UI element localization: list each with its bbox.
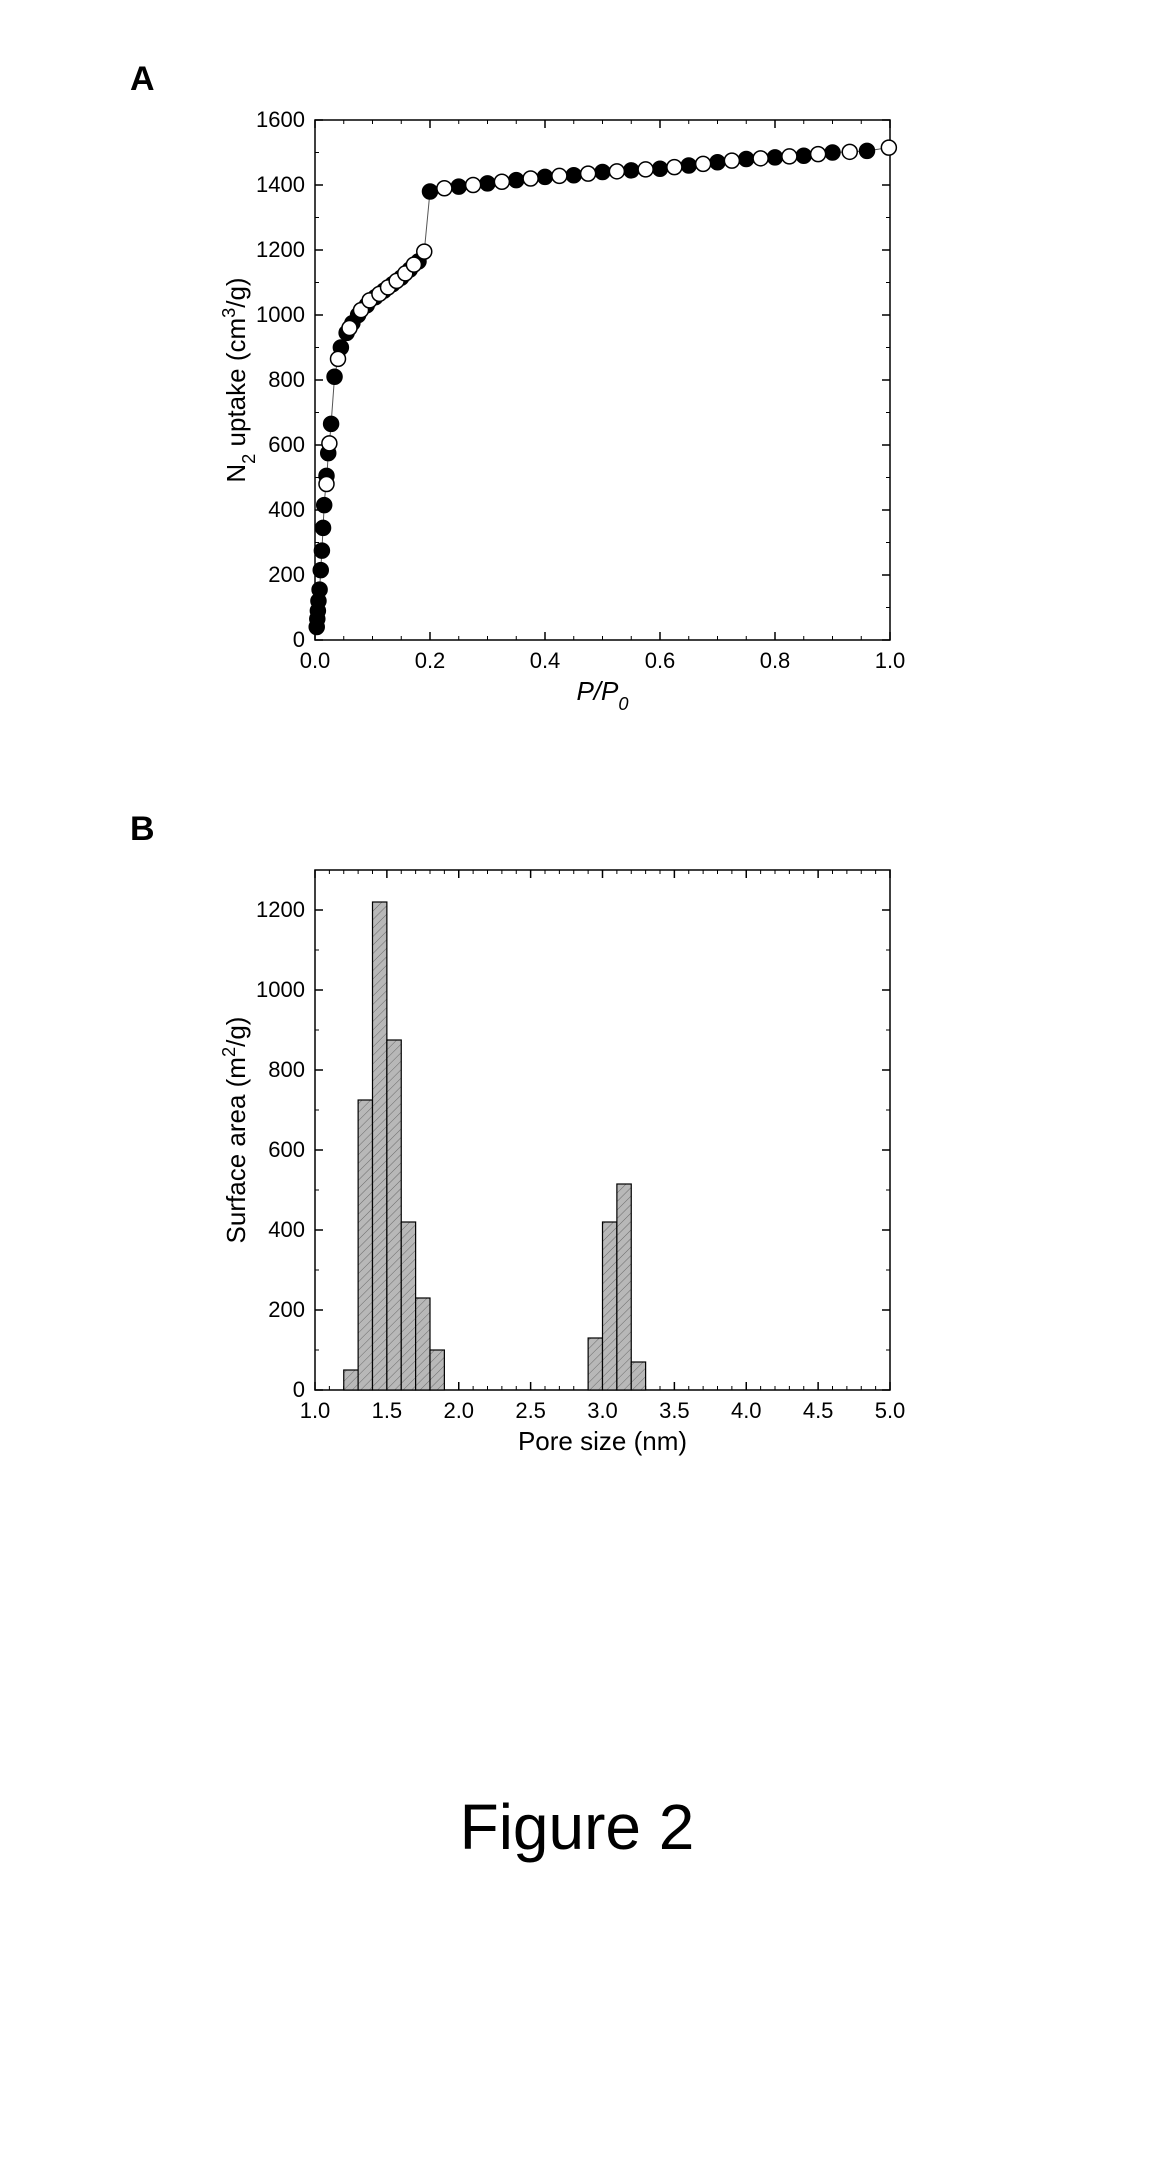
svg-text:800: 800 xyxy=(268,1057,305,1082)
svg-text:400: 400 xyxy=(268,497,305,522)
svg-text:1.0: 1.0 xyxy=(300,1398,331,1423)
svg-text:600: 600 xyxy=(268,1137,305,1162)
svg-text:N2 uptake (cm3/g): N2 uptake (cm3/g) xyxy=(220,277,259,482)
svg-text:400: 400 xyxy=(268,1217,305,1242)
svg-text:5.0: 5.0 xyxy=(875,1398,906,1423)
svg-text:4.0: 4.0 xyxy=(731,1398,762,1423)
svg-text:Surface area (m2/g): Surface area (m2/g) xyxy=(220,1017,251,1244)
svg-text:0.6: 0.6 xyxy=(645,648,676,673)
svg-text:P/P0: P/P0 xyxy=(576,676,628,714)
svg-text:1.5: 1.5 xyxy=(372,1398,403,1423)
svg-text:Pore size (nm): Pore size (nm) xyxy=(518,1426,687,1456)
svg-text:1200: 1200 xyxy=(256,897,305,922)
panel-a-chart: 020040060080010001200140016000.00.20.40.… xyxy=(220,110,910,720)
svg-text:1000: 1000 xyxy=(256,977,305,1002)
svg-text:600: 600 xyxy=(268,432,305,457)
svg-text:0.2: 0.2 xyxy=(415,648,446,673)
svg-text:0.0: 0.0 xyxy=(300,648,331,673)
svg-text:800: 800 xyxy=(268,367,305,392)
svg-text:1400: 1400 xyxy=(256,172,305,197)
svg-text:200: 200 xyxy=(268,1297,305,1322)
svg-text:3.0: 3.0 xyxy=(587,1398,618,1423)
svg-text:1600: 1600 xyxy=(256,110,305,132)
svg-text:2.0: 2.0 xyxy=(443,1398,474,1423)
figure-page: A 020040060080010001200140016000.00.20.4… xyxy=(0,0,1154,2170)
svg-text:4.5: 4.5 xyxy=(803,1398,834,1423)
svg-text:0.4: 0.4 xyxy=(530,648,561,673)
figure-caption: Figure 2 xyxy=(0,1790,1154,1864)
panel-b-chart: 0200400600800100012001.01.52.02.53.03.54… xyxy=(220,860,910,1470)
svg-text:2.5: 2.5 xyxy=(515,1398,546,1423)
svg-text:200: 200 xyxy=(268,562,305,587)
svg-text:1200: 1200 xyxy=(256,237,305,262)
svg-text:1.0: 1.0 xyxy=(875,648,906,673)
svg-text:3.5: 3.5 xyxy=(659,1398,690,1423)
panel-b-label: B xyxy=(130,810,155,849)
panel-a-label: A xyxy=(130,60,155,99)
svg-text:0.8: 0.8 xyxy=(760,648,791,673)
svg-text:1000: 1000 xyxy=(256,302,305,327)
